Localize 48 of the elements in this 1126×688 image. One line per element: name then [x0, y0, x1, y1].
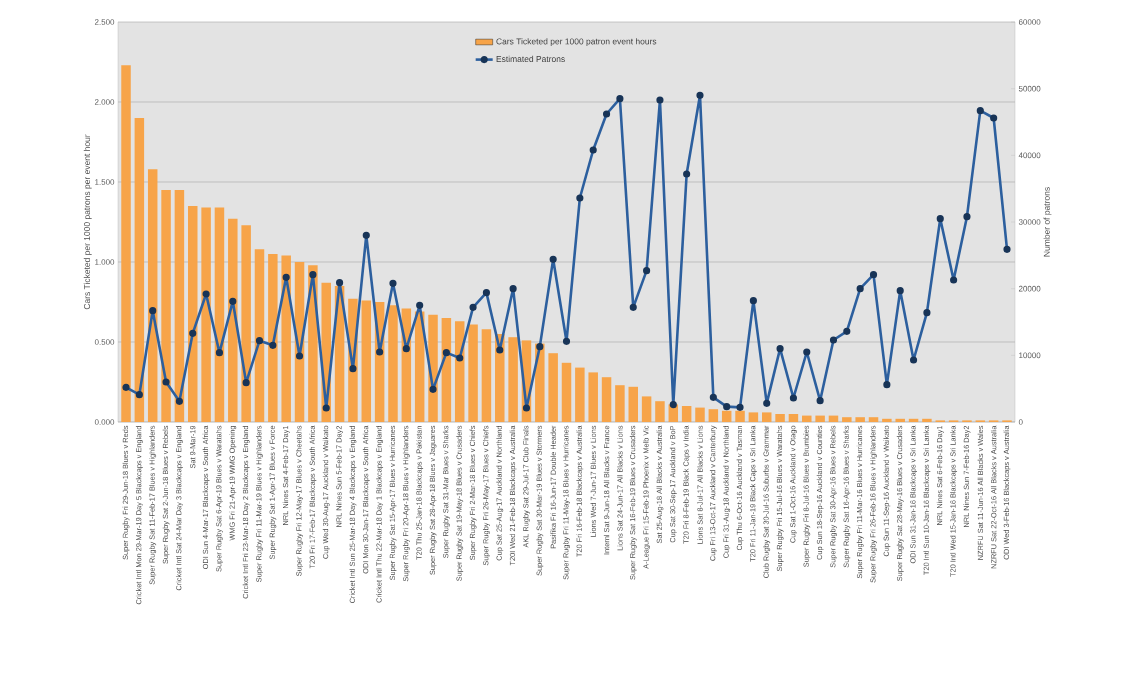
bar: [508, 337, 518, 422]
bar: [481, 329, 492, 422]
bar: [201, 207, 211, 422]
bar: [895, 418, 905, 422]
bar: [228, 218, 238, 422]
bar: [134, 118, 145, 422]
bar: [468, 324, 478, 422]
bar: [615, 385, 625, 422]
legend-label: Cars Ticketed per 1000 patron event hours: [496, 38, 657, 47]
bar: [241, 225, 251, 422]
bar: [601, 377, 612, 422]
bar: [361, 300, 372, 422]
bar: [708, 409, 719, 422]
bar: [174, 190, 185, 422]
bar: [748, 412, 759, 422]
legend-label: Estimated Patrons: [496, 55, 565, 62]
bar: [588, 372, 598, 422]
bar: [908, 418, 919, 422]
bar: [628, 386, 638, 422]
bar: [695, 407, 705, 422]
bar: [575, 367, 585, 422]
bar: [454, 321, 465, 422]
bar: [855, 417, 865, 422]
bar: [815, 415, 825, 422]
bar: [655, 401, 665, 422]
y2-axis-title: Number of patrons: [1043, 187, 1052, 257]
bar: [788, 414, 799, 422]
bar: [868, 417, 879, 422]
bar: [188, 206, 198, 422]
bar: [147, 169, 158, 422]
bar: [561, 362, 572, 422]
bar: [681, 406, 692, 422]
bar: [268, 254, 278, 422]
bar: [254, 249, 265, 422]
bar: [441, 318, 452, 422]
bar: [775, 414, 785, 422]
bar: [882, 418, 892, 422]
bar: [842, 417, 852, 422]
bar: [121, 65, 131, 422]
bar: [548, 353, 558, 422]
bar: [161, 190, 171, 422]
bar: [641, 396, 652, 422]
bar: [388, 305, 398, 422]
bar: [802, 415, 812, 422]
bar: [214, 207, 225, 422]
bar: [922, 418, 932, 422]
bar: [761, 412, 772, 422]
y-axis-title: Cars Ticketed per 1000 patrons per event hour: [83, 134, 92, 310]
